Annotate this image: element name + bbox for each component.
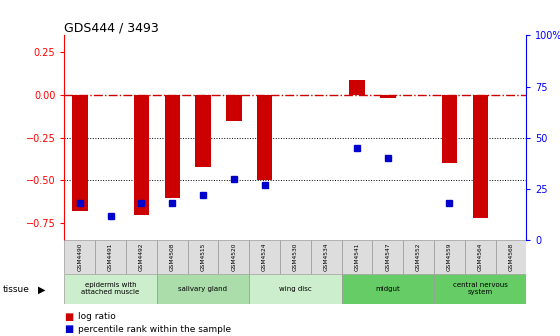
Text: ■: ■	[64, 311, 74, 322]
Bar	[64, 274, 157, 304]
Text: GSM4530: GSM4530	[293, 243, 298, 271]
Bar	[473, 95, 488, 218]
Bar	[95, 240, 126, 274]
Bar	[311, 240, 342, 274]
Bar	[188, 240, 218, 274]
Bar	[465, 240, 496, 274]
Bar	[249, 274, 342, 304]
Bar	[226, 95, 241, 121]
Text: GSM4559: GSM4559	[447, 243, 452, 271]
Bar	[280, 240, 311, 274]
Bar	[195, 95, 211, 167]
Bar	[496, 240, 526, 274]
Bar	[372, 240, 403, 274]
Bar	[126, 240, 157, 274]
Text: ▶: ▶	[38, 285, 45, 295]
Bar	[157, 240, 188, 274]
Text: GSM4491: GSM4491	[108, 243, 113, 271]
Bar	[157, 274, 249, 304]
Bar	[342, 274, 434, 304]
Text: GSM4515: GSM4515	[200, 243, 206, 271]
Text: GSM4547: GSM4547	[385, 243, 390, 271]
Text: salivary gland: salivary gland	[179, 286, 227, 292]
Bar	[403, 240, 434, 274]
Bar	[380, 95, 395, 98]
Bar	[72, 95, 87, 211]
Text: GSM4492: GSM4492	[139, 243, 144, 271]
Bar	[64, 240, 95, 274]
Bar	[442, 95, 457, 163]
Text: log ratio: log ratio	[78, 312, 116, 321]
Bar	[218, 240, 249, 274]
Text: GSM4524: GSM4524	[262, 243, 267, 271]
Text: GSM4564: GSM4564	[478, 243, 483, 271]
Text: GSM4508: GSM4508	[170, 243, 175, 271]
Bar	[165, 95, 180, 198]
Text: GSM4490: GSM4490	[77, 243, 82, 271]
Text: GSM4520: GSM4520	[231, 243, 236, 271]
Text: GSM4568: GSM4568	[508, 243, 514, 271]
Text: GSM4552: GSM4552	[416, 243, 421, 271]
Text: GSM4534: GSM4534	[324, 243, 329, 271]
Bar	[134, 95, 149, 215]
Text: wing disc: wing disc	[279, 286, 312, 292]
Bar	[257, 95, 272, 180]
Bar	[249, 240, 280, 274]
Text: percentile rank within the sample: percentile rank within the sample	[78, 325, 231, 334]
Bar	[349, 80, 365, 95]
Text: tissue: tissue	[3, 285, 30, 294]
Text: central nervous
system: central nervous system	[453, 283, 507, 295]
Bar	[434, 274, 526, 304]
Text: ■: ■	[64, 324, 74, 334]
Bar	[342, 240, 372, 274]
Text: epidermis with
attached muscle: epidermis with attached muscle	[81, 283, 140, 295]
Text: midgut: midgut	[375, 286, 400, 292]
Bar	[434, 240, 465, 274]
Text: GDS444 / 3493: GDS444 / 3493	[64, 21, 159, 34]
Text: GSM4541: GSM4541	[354, 243, 360, 271]
